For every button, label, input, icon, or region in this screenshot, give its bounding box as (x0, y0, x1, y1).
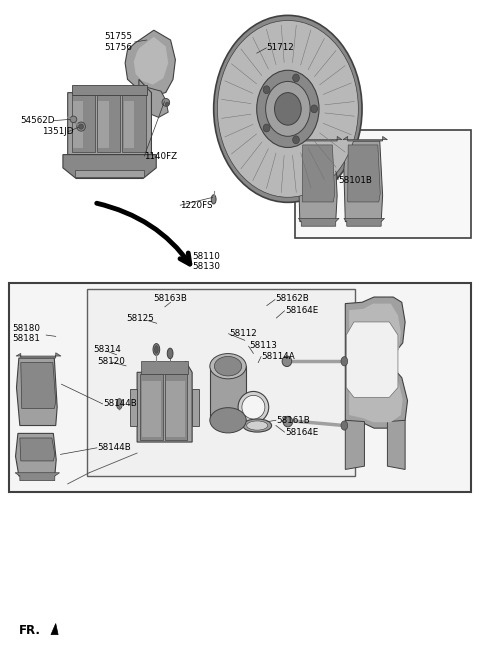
Ellipse shape (165, 102, 169, 106)
Text: 58113: 58113 (249, 341, 277, 350)
Bar (75, 170, 144, 177)
Polygon shape (20, 438, 55, 461)
Polygon shape (349, 304, 403, 422)
Ellipse shape (214, 15, 362, 202)
Text: 58161B: 58161B (276, 416, 310, 425)
Polygon shape (21, 363, 56, 409)
Polygon shape (97, 95, 120, 152)
Ellipse shape (265, 81, 310, 136)
Polygon shape (345, 420, 364, 470)
Ellipse shape (79, 124, 84, 129)
Ellipse shape (70, 116, 77, 123)
Polygon shape (344, 218, 384, 226)
Polygon shape (15, 473, 60, 481)
Text: 58144B: 58144B (97, 443, 131, 452)
Polygon shape (15, 434, 56, 476)
Text: 58112: 58112 (229, 328, 257, 338)
Text: 58120: 58120 (97, 357, 125, 366)
Ellipse shape (263, 86, 270, 94)
Text: 1140FZ: 1140FZ (144, 152, 178, 160)
Polygon shape (72, 95, 95, 152)
Ellipse shape (162, 99, 169, 106)
Ellipse shape (341, 357, 348, 366)
Text: 58101B: 58101B (338, 176, 372, 185)
Ellipse shape (217, 20, 359, 197)
Polygon shape (122, 95, 146, 152)
Polygon shape (16, 358, 57, 426)
Polygon shape (125, 30, 175, 96)
Bar (141, 361, 188, 374)
Ellipse shape (275, 93, 301, 125)
Ellipse shape (311, 105, 318, 113)
Ellipse shape (210, 353, 246, 379)
Text: FR.: FR. (19, 623, 41, 637)
Polygon shape (16, 353, 61, 358)
Ellipse shape (77, 122, 85, 131)
Polygon shape (63, 154, 156, 179)
Polygon shape (343, 137, 387, 141)
Text: 58144B: 58144B (103, 399, 137, 409)
Polygon shape (73, 101, 83, 148)
Ellipse shape (153, 344, 160, 355)
Bar (72, 85, 147, 95)
Ellipse shape (282, 356, 292, 367)
Text: 51712: 51712 (266, 43, 294, 52)
Bar (166, 382, 185, 436)
Polygon shape (51, 623, 58, 635)
Text: 58163B: 58163B (154, 294, 188, 304)
Polygon shape (210, 366, 246, 420)
Text: 58114A: 58114A (262, 352, 295, 361)
Polygon shape (346, 322, 398, 397)
Polygon shape (68, 79, 152, 154)
Polygon shape (130, 389, 137, 426)
Polygon shape (348, 145, 380, 202)
Polygon shape (302, 145, 335, 202)
Ellipse shape (243, 419, 272, 432)
Text: 58125: 58125 (127, 313, 155, 323)
Text: 1220FS: 1220FS (180, 202, 213, 210)
Polygon shape (345, 297, 408, 428)
Text: 58162B: 58162B (276, 294, 309, 304)
Polygon shape (298, 137, 342, 141)
Ellipse shape (238, 392, 269, 423)
Ellipse shape (215, 357, 241, 376)
Ellipse shape (293, 74, 300, 82)
Polygon shape (137, 86, 168, 118)
Text: 1351JD: 1351JD (42, 127, 73, 136)
Ellipse shape (247, 421, 268, 430)
Text: 58164E: 58164E (285, 428, 318, 437)
Bar (295, 130, 471, 238)
Ellipse shape (167, 348, 173, 359)
Text: 58180
58181: 58180 58181 (12, 324, 40, 344)
Polygon shape (137, 361, 192, 442)
Text: 58314: 58314 (93, 345, 121, 354)
Ellipse shape (283, 417, 293, 427)
Polygon shape (124, 101, 134, 148)
Polygon shape (344, 141, 383, 221)
Polygon shape (134, 37, 168, 85)
Polygon shape (299, 218, 339, 226)
Text: 58110
58130: 58110 58130 (192, 252, 220, 271)
Bar (141, 374, 163, 440)
Ellipse shape (293, 136, 300, 144)
Ellipse shape (263, 124, 270, 132)
Polygon shape (387, 420, 405, 470)
Polygon shape (192, 389, 199, 426)
Text: 54562D: 54562D (20, 116, 54, 125)
Ellipse shape (341, 421, 348, 430)
Ellipse shape (210, 407, 246, 433)
Ellipse shape (117, 399, 122, 409)
Bar (87, 289, 355, 476)
Ellipse shape (257, 70, 319, 147)
Bar (165, 374, 187, 440)
Ellipse shape (242, 396, 265, 419)
Ellipse shape (211, 194, 216, 204)
Text: 51755
51756: 51755 51756 (104, 32, 132, 52)
Text: 58164E: 58164E (285, 306, 318, 315)
Bar (142, 382, 161, 436)
Polygon shape (98, 101, 108, 148)
Ellipse shape (155, 346, 158, 353)
Polygon shape (299, 141, 337, 221)
Bar (9, 283, 471, 492)
